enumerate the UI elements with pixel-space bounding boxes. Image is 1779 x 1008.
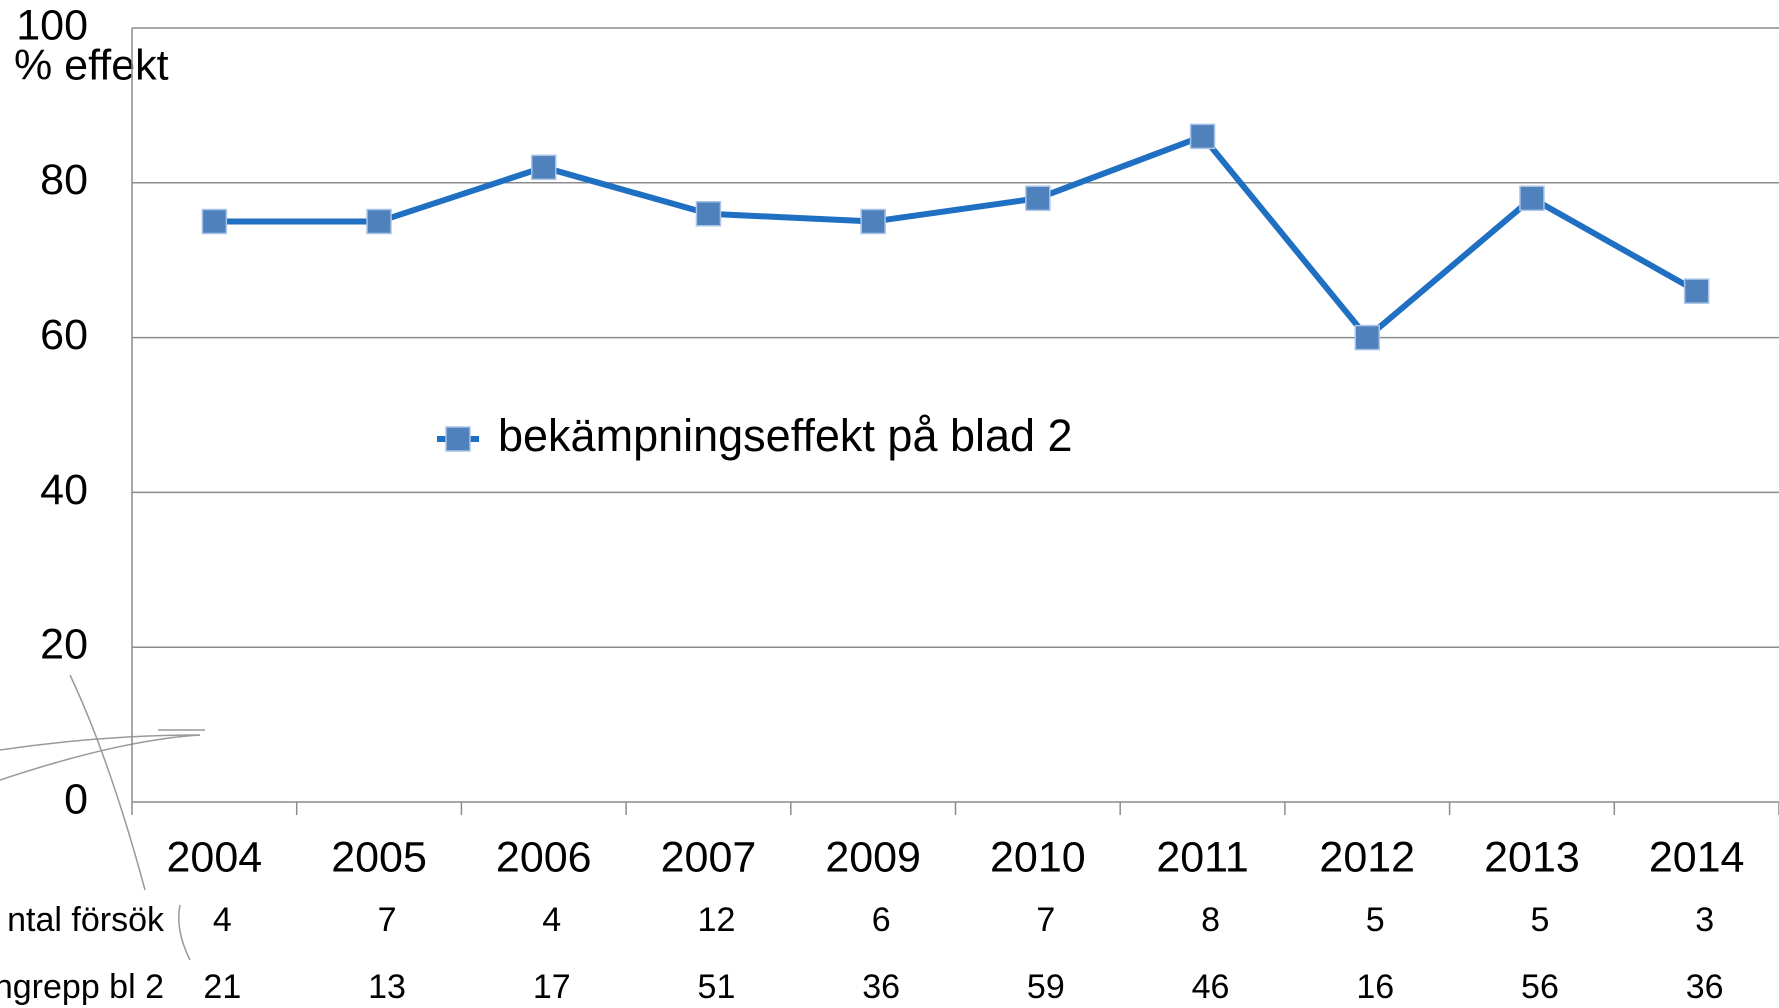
marker xyxy=(1520,186,1544,210)
marker xyxy=(1355,326,1379,350)
x-tick-label: 2011 xyxy=(1156,833,1248,881)
table-cell: 56 xyxy=(1521,968,1559,1006)
table-cell: 13 xyxy=(368,968,406,1006)
table-cell: 16 xyxy=(1356,968,1394,1006)
marker xyxy=(1685,279,1709,303)
marker xyxy=(202,210,226,234)
y-tick-label: 40 xyxy=(40,466,88,514)
table-row-label: ngrepp bl 2 xyxy=(0,968,164,1006)
chart: % effekt 0204060801002004200520062007200… xyxy=(0,0,1779,1008)
x-tick-label: 2007 xyxy=(661,833,757,881)
table-cell: 36 xyxy=(1686,968,1724,1006)
y-tick-label: 20 xyxy=(40,621,88,669)
table-cell: 8 xyxy=(1201,901,1220,939)
marker xyxy=(367,210,391,234)
y-tick-label: 80 xyxy=(40,156,88,204)
series-line xyxy=(214,136,1696,337)
table-cell: 7 xyxy=(1036,901,1055,939)
table-cell: 6 xyxy=(872,901,891,939)
x-tick-label: 2014 xyxy=(1649,833,1745,881)
x-tick-label: 2013 xyxy=(1484,833,1580,881)
x-tick-label: 2009 xyxy=(825,833,921,881)
table-cell: 36 xyxy=(862,968,900,1006)
legend-marker xyxy=(446,427,470,451)
table-row-label: ntal försök xyxy=(7,901,165,939)
legend-label: bekämpningseffekt på blad 2 xyxy=(498,410,1073,461)
table-cell: 17 xyxy=(533,968,571,1006)
y-tick-label: 100 xyxy=(16,1,88,49)
x-tick-label: 2010 xyxy=(990,833,1086,881)
table-cell: 12 xyxy=(698,901,736,939)
table-cell: 4 xyxy=(213,901,232,939)
marker xyxy=(1026,186,1050,210)
table-cell: 51 xyxy=(698,968,736,1006)
x-tick-label: 2006 xyxy=(496,833,592,881)
table-cell: 7 xyxy=(378,901,397,939)
table-cell: 46 xyxy=(1192,968,1230,1006)
marker xyxy=(696,202,720,226)
x-tick-label: 2005 xyxy=(331,833,427,881)
marker xyxy=(861,210,885,234)
marker xyxy=(532,155,556,179)
table-cell: 3 xyxy=(1695,901,1714,939)
table-cell: 4 xyxy=(542,901,561,939)
x-tick-label: 2012 xyxy=(1319,833,1415,881)
table-cell: 5 xyxy=(1530,901,1549,939)
marker xyxy=(1191,124,1215,148)
table-cell: 5 xyxy=(1366,901,1385,939)
y-tick-label: 60 xyxy=(40,311,88,359)
table-cell: 59 xyxy=(1027,968,1065,1006)
table-cell: 21 xyxy=(203,968,241,1006)
y-tick-label: 0 xyxy=(64,775,88,823)
x-tick-label: 2004 xyxy=(167,833,263,881)
